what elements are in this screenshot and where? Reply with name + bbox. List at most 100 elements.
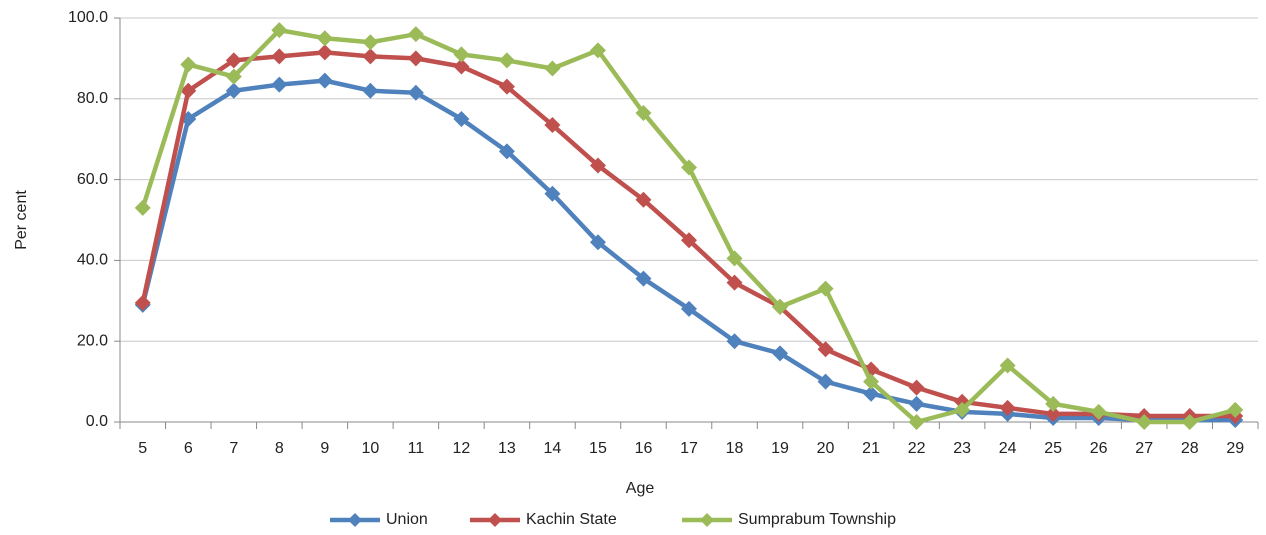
point-marker	[1227, 401, 1244, 418]
x-tick-label: 29	[1226, 440, 1244, 457]
point-marker	[817, 280, 834, 297]
x-tick-label: 9	[320, 440, 329, 457]
y-tick-label: 40.0	[77, 252, 108, 269]
y-tick-label: 0.0	[86, 413, 108, 430]
point-marker	[589, 42, 606, 59]
point-marker	[225, 82, 242, 99]
x-tick-label: 11	[408, 440, 425, 457]
point-marker	[908, 395, 925, 412]
point-marker	[453, 46, 470, 63]
point-marker	[1181, 414, 1198, 430]
point-marker	[1090, 403, 1107, 420]
legend-marker	[488, 513, 502, 527]
point-marker	[453, 111, 470, 127]
point-marker	[362, 48, 379, 65]
x-tick-label: 27	[1135, 440, 1153, 457]
legend-label: Kachin State	[526, 511, 617, 528]
x-tick-label: 12	[453, 440, 471, 457]
point-marker	[681, 300, 697, 317]
point-marker	[225, 68, 242, 85]
point-marker	[316, 30, 333, 47]
point-marker	[817, 341, 834, 358]
x-tick-label: 6	[184, 440, 193, 457]
point-marker	[681, 159, 697, 176]
point-marker	[589, 234, 606, 251]
x-tick-label: 23	[953, 440, 971, 457]
point-marker	[635, 191, 652, 208]
point-marker	[498, 78, 515, 95]
legend-label: Sumprabum Township	[738, 511, 896, 528]
point-marker	[726, 274, 743, 291]
series-line	[140, 78, 1236, 423]
legend-marker	[700, 513, 714, 527]
y-tick-label: 20.0	[77, 332, 108, 349]
point-marker	[908, 379, 925, 396]
point-marker	[772, 298, 789, 315]
x-tick-label: 14	[544, 440, 562, 457]
point-marker	[134, 199, 151, 216]
x-tick-label: 16	[635, 440, 653, 457]
point-marker	[180, 56, 197, 73]
point-marker	[271, 76, 288, 93]
x-tick-label: 26	[1090, 440, 1108, 457]
point-marker	[589, 157, 606, 174]
point-marker	[316, 72, 333, 89]
point-marker	[316, 44, 333, 61]
x-tick-label: 13	[498, 440, 516, 457]
point-marker	[407, 26, 424, 43]
series-line	[140, 27, 1236, 425]
y-tick-label: 60.0	[77, 171, 108, 188]
x-tick-label: 10	[361, 440, 379, 457]
point-marker	[498, 52, 515, 69]
point-marker	[681, 232, 697, 249]
point-marker	[271, 48, 288, 65]
point-marker	[498, 143, 515, 160]
point-marker	[635, 270, 652, 287]
point-marker	[817, 373, 834, 390]
x-tick-label: 17	[680, 440, 698, 457]
y-axis-label: Per cent	[13, 190, 30, 250]
legend-label: Union	[386, 511, 428, 528]
point-marker	[772, 345, 789, 362]
y-tick-label: 100.0	[68, 9, 108, 26]
point-marker	[635, 104, 652, 121]
point-marker	[1136, 414, 1153, 430]
point-marker	[863, 373, 880, 390]
point-marker	[362, 34, 379, 51]
legend-marker	[348, 513, 362, 527]
x-tick-label: 25	[1044, 440, 1062, 457]
point-marker	[271, 22, 288, 39]
x-tick-label: 19	[771, 440, 789, 457]
x-tick-label: 5	[138, 440, 147, 457]
point-marker	[726, 250, 743, 267]
point-marker	[225, 52, 242, 69]
point-marker	[999, 357, 1016, 374]
x-tick-label: 7	[229, 440, 238, 457]
point-marker	[134, 294, 151, 311]
y-tick-label: 80.0	[77, 90, 108, 107]
x-axis-label: Age	[626, 480, 655, 497]
x-tick-label: 15	[589, 440, 607, 457]
x-tick-label: 28	[1181, 440, 1199, 457]
point-marker	[954, 401, 971, 418]
point-marker	[908, 414, 925, 430]
point-marker	[1045, 395, 1062, 412]
point-marker	[1045, 405, 1062, 422]
point-marker	[726, 333, 743, 350]
point-marker	[999, 399, 1016, 416]
x-tick-label: 21	[862, 440, 880, 457]
point-marker	[180, 82, 197, 99]
point-marker	[544, 117, 561, 134]
point-marker	[453, 58, 470, 75]
point-marker	[544, 60, 561, 77]
x-tick-label: 20	[817, 440, 835, 457]
x-tick-label: 8	[275, 440, 284, 457]
point-marker	[544, 185, 561, 202]
point-marker	[863, 385, 880, 402]
x-tick-label: 18	[726, 440, 744, 457]
point-marker	[407, 50, 424, 67]
point-marker	[407, 84, 424, 101]
point-marker	[362, 82, 379, 99]
x-tick-label: 22	[908, 440, 926, 457]
